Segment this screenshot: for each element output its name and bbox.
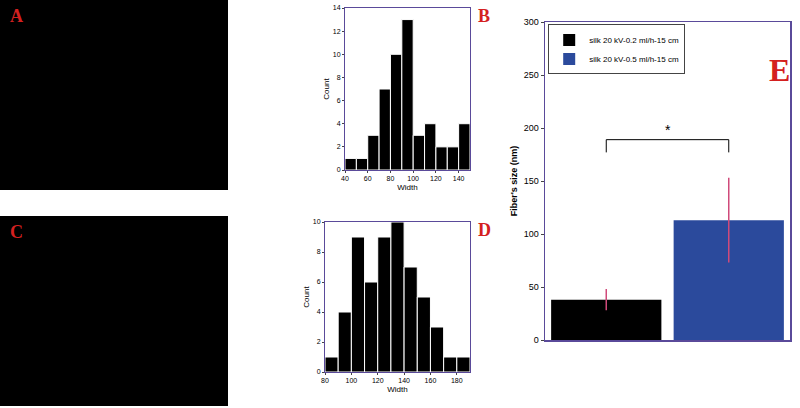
svg-text:0: 0 [317,368,321,375]
svg-text:*: * [665,122,671,138]
svg-text:12: 12 [333,28,341,35]
svg-text:E: E [769,52,790,88]
svg-text:120: 120 [372,377,384,384]
svg-text:150: 150 [524,176,539,186]
svg-text:300: 300 [524,17,539,27]
svg-text:D: D [478,220,491,240]
svg-text:10: 10 [313,218,321,225]
svg-text:8: 8 [317,248,321,255]
svg-text:0: 0 [534,335,539,345]
svg-text:C: C [10,222,23,242]
svg-text:100: 100 [524,229,539,239]
svg-text:4: 4 [337,120,341,127]
svg-text:2: 2 [337,143,341,150]
svg-text:A: A [10,6,23,26]
svg-text:Fiber's size (nm): Fiber's size (nm) [509,146,519,217]
svg-text:4: 4 [317,308,321,315]
svg-text:180: 180 [451,377,463,384]
svg-text:140: 140 [398,377,410,384]
svg-text:160: 160 [425,377,437,384]
svg-text:250: 250 [524,70,539,80]
svg-text:silk 20 kV-0.2 ml/h-15 cm: silk 20 kV-0.2 ml/h-15 cm [589,36,679,45]
svg-text:Width: Width [387,385,407,394]
svg-text:B: B [478,6,490,26]
svg-text:60: 60 [364,175,372,182]
svg-text:40: 40 [341,175,349,182]
svg-text:100: 100 [407,175,419,182]
svg-text:Count: Count [322,78,331,100]
svg-text:0: 0 [337,166,341,173]
svg-text:80: 80 [321,377,329,384]
svg-text:200: 200 [524,123,539,133]
svg-text:10: 10 [333,51,341,58]
svg-text:silk 20 kV-0.5 ml/h-15 cm: silk 20 kV-0.5 ml/h-15 cm [589,55,679,64]
svg-text:100: 100 [346,377,358,384]
svg-text:140: 140 [453,175,465,182]
svg-text:6: 6 [337,97,341,104]
svg-text:6: 6 [317,278,321,285]
svg-text:Width: Width [397,183,417,192]
svg-text:8: 8 [337,74,341,81]
svg-text:120: 120 [430,175,442,182]
svg-text:80: 80 [387,175,395,182]
svg-text:14: 14 [333,4,341,11]
svg-text:50: 50 [529,282,539,292]
svg-text:2: 2 [317,338,321,345]
svg-text:Count: Count [302,286,311,308]
